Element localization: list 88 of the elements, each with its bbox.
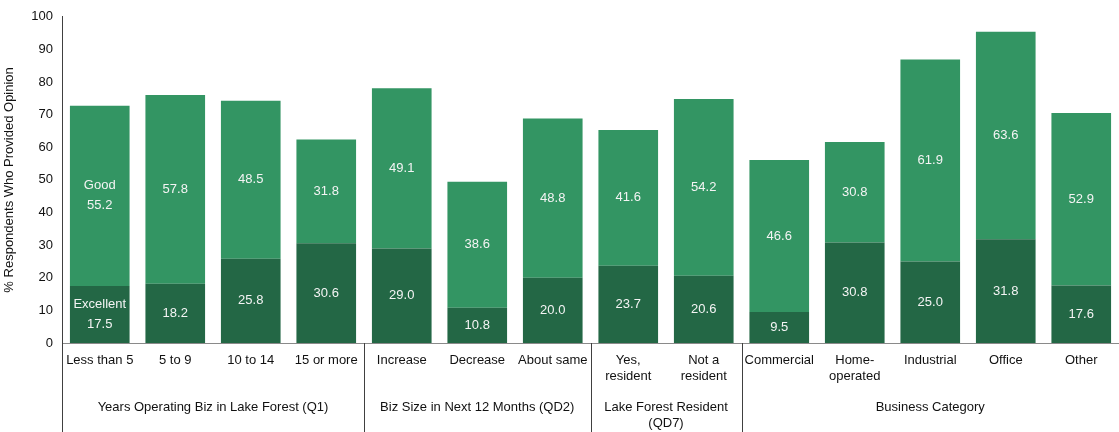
bar xyxy=(69,105,130,286)
data-label: 46.6 xyxy=(766,227,792,243)
bar xyxy=(1051,285,1112,343)
data-label: 31.8 xyxy=(313,182,339,198)
text: Business Category xyxy=(875,398,986,414)
bar xyxy=(296,243,357,343)
bar xyxy=(220,100,281,259)
text: Years Operating Biz in Lake Forest (Q1) xyxy=(97,398,329,414)
x-tick-label: Not a resident xyxy=(680,352,728,383)
bar xyxy=(673,99,734,276)
x-tick-label: Office xyxy=(988,352,1023,368)
y-tick-label: 40 xyxy=(38,204,53,220)
bar xyxy=(975,239,1036,343)
y-tick-label: 90 xyxy=(38,41,53,56)
data-label: 25.8 xyxy=(238,292,264,308)
data-label: 23.7 xyxy=(615,295,641,311)
x-tick-label: Increase xyxy=(376,352,427,368)
data-label: 17.5 xyxy=(87,316,113,332)
data-label: 9.5 xyxy=(770,319,789,335)
series-label: Good xyxy=(83,177,116,193)
data-label: 31.8 xyxy=(993,282,1019,298)
bar xyxy=(598,129,659,266)
x-tick-label: Less than 5 xyxy=(66,352,134,368)
data-label: 20.0 xyxy=(540,301,566,317)
bar xyxy=(522,118,583,278)
bar xyxy=(749,312,810,343)
data-label: 17.6 xyxy=(1068,305,1094,321)
y-tick-label: 20 xyxy=(38,269,53,285)
x-tick-label: About same xyxy=(518,352,588,368)
y-tick-label: 30 xyxy=(38,236,53,252)
bar xyxy=(900,59,961,262)
data-label: 48.5 xyxy=(238,171,264,187)
y-tick-label: 100 xyxy=(31,8,53,24)
bar xyxy=(673,275,734,343)
data-label: 10.8 xyxy=(464,316,490,332)
bar xyxy=(371,88,432,249)
data-label: 61.9 xyxy=(917,152,943,168)
x-tick-label: Yes, resident xyxy=(605,352,652,383)
x-tick-label: 15 or more xyxy=(294,352,358,368)
y-tick-label: 60 xyxy=(38,138,53,154)
bar xyxy=(900,261,961,343)
data-label: 30.8 xyxy=(842,284,868,300)
bar xyxy=(296,139,357,244)
x-tick-label: Commercial xyxy=(744,352,815,368)
bar xyxy=(824,242,885,343)
data-label: 48.8 xyxy=(540,189,566,205)
bar xyxy=(447,181,508,308)
bar xyxy=(522,277,583,343)
data-label: 52.9 xyxy=(1068,190,1094,206)
x-tick-label: Industrial xyxy=(903,352,957,368)
y-tick-label: 10 xyxy=(38,301,53,317)
data-label: 41.6 xyxy=(615,189,641,205)
data-label: 25.0 xyxy=(917,293,943,309)
y-axis-title: % Respondents Who Provided Opinion xyxy=(1,67,17,293)
y-tick-label: 50 xyxy=(38,171,53,187)
data-label: 55.2 xyxy=(87,197,113,213)
y-tick-label: 80 xyxy=(38,73,53,89)
bar xyxy=(145,283,206,343)
data-label: 38.6 xyxy=(464,236,490,252)
x-tick-label: Decrease xyxy=(449,352,506,368)
bar xyxy=(1051,113,1112,286)
bar xyxy=(371,248,432,343)
data-label: 57.8 xyxy=(162,180,188,196)
data-label: 63.6 xyxy=(993,127,1019,143)
data-label: 20.6 xyxy=(691,300,717,316)
bar xyxy=(975,31,1036,240)
data-label: 49.1 xyxy=(389,159,415,175)
data-label: 54.2 xyxy=(691,178,717,194)
x-tick-label: Other xyxy=(1064,352,1099,368)
bar xyxy=(749,160,810,313)
x-tick-label: 10 to 14 xyxy=(227,352,275,368)
data-label: 30.8 xyxy=(842,183,868,199)
bar xyxy=(598,265,659,343)
data-label: 18.2 xyxy=(162,304,188,320)
y-tick-label: 70 xyxy=(38,106,53,122)
y-tick-label: 0 xyxy=(45,334,53,350)
x-tick-label: 5 to 9 xyxy=(158,352,192,368)
bar xyxy=(447,307,508,343)
bar xyxy=(69,285,130,343)
series-label: Excellent xyxy=(73,296,127,312)
bar xyxy=(824,142,885,243)
text: Lake Forest Resident (QD7) xyxy=(604,398,729,430)
bar xyxy=(220,258,281,343)
data-label: 29.0 xyxy=(389,287,415,303)
bar xyxy=(145,95,206,284)
x-tick-label: Home-operated xyxy=(829,352,881,383)
text: Biz Size in Next 12 Months (QD2) xyxy=(380,398,575,414)
data-label: 30.6 xyxy=(313,284,339,300)
